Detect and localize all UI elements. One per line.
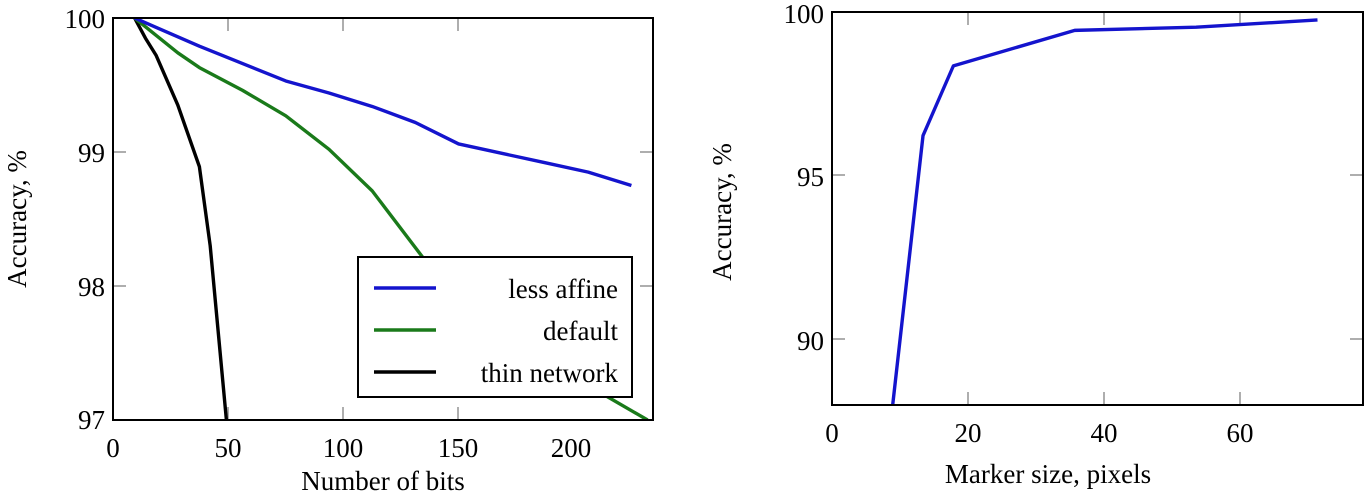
series-line-accuracy-vs-marker-size [891, 18, 1318, 405]
right-x-tick-label-0: 0 [825, 418, 839, 448]
left-tick-marks [113, 18, 653, 420]
right-x-tick-label-20: 20 [955, 418, 982, 448]
legend-label-default: default [543, 316, 618, 346]
left-x-tick-label-50: 50 [215, 433, 242, 463]
left-x-tick-label-150: 150 [438, 433, 479, 463]
left-y-tick-label-100: 100 [65, 4, 106, 34]
left-x-tick-label-0: 0 [106, 433, 120, 463]
right-x-axis-label: Marker size, pixels [945, 459, 1151, 489]
legend-label-thin-network: thin network [481, 358, 619, 388]
left-x-tick-label-200: 200 [551, 433, 592, 463]
chart-panel-right: Accuracy, % 100 95 90 0 20 40 60 Marker … [700, 0, 1369, 497]
right-y-axis-label: Accuracy, % [707, 143, 737, 281]
left-legend: less affine default thin network [357, 256, 633, 398]
series-line-thin-network [133, 18, 229, 420]
left-y-axis-label: Accuracy, % [2, 150, 32, 288]
right-y-tick-label-100: 100 [784, 0, 825, 29]
series-line-less-affine [133, 18, 632, 188]
left-y-tick-label-99: 99 [78, 138, 105, 168]
right-y-tick-label-95: 95 [797, 162, 824, 192]
left-x-axis-label: Number of bits [301, 466, 464, 496]
left-plot-frame [112, 17, 654, 421]
chart-panel-left: Accuracy, % 100 99 98 97 0 50 100 150 20… [2, 4, 654, 496]
right-x-tick-label-60: 60 [1227, 418, 1254, 448]
left-y-tick-label-98: 98 [78, 272, 105, 302]
right-tick-marks [832, 12, 1363, 405]
right-y-tick-label-90: 90 [797, 326, 824, 356]
right-series-group [891, 18, 1318, 405]
right-plot-frame [831, 11, 1364, 406]
left-y-tick-label-97: 97 [78, 405, 105, 435]
right-x-tick-label-40: 40 [1091, 418, 1118, 448]
right-chart-svg: Accuracy, % 100 95 90 0 20 40 60 Marker … [707, 0, 1364, 489]
left-chart-svg: Accuracy, % 100 99 98 97 0 50 100 150 20… [2, 4, 654, 496]
left-x-tick-label-100: 100 [323, 433, 364, 463]
legend-label-less-affine: less affine [508, 274, 618, 304]
